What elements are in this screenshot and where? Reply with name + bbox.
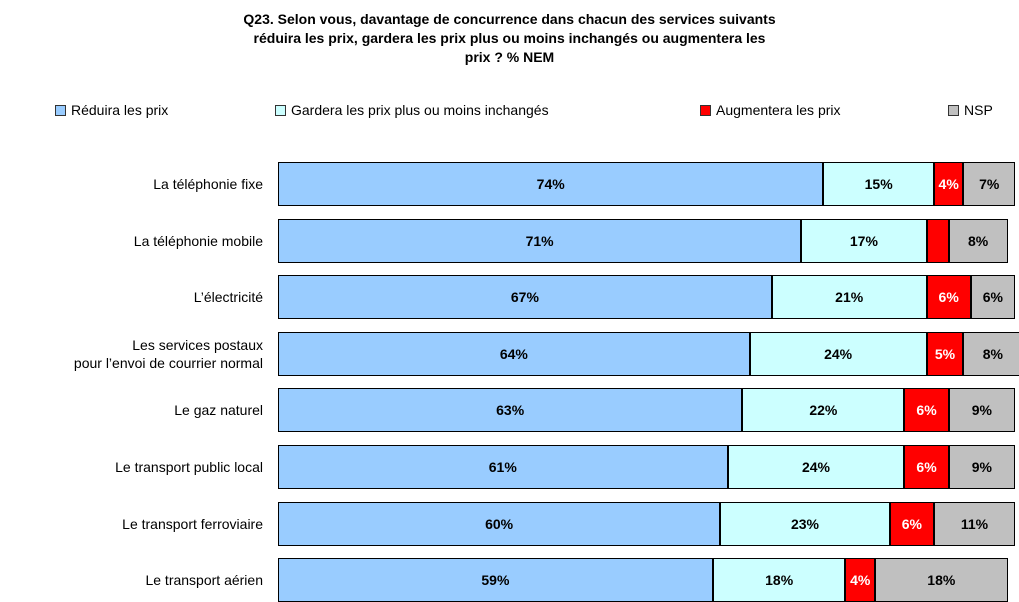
value-label: 5% — [934, 345, 956, 362]
legend-label: Réduira les prix — [71, 102, 169, 118]
bar-segment — [904, 388, 949, 433]
legend-swatch — [700, 104, 711, 116]
bar-segment — [742, 388, 905, 433]
category-label: L’électricité — [193, 289, 263, 306]
bar-segment — [278, 275, 772, 320]
value-label: 24% — [824, 345, 853, 362]
legend-label: Augmentera les prix — [716, 102, 841, 118]
category-label: Le transport ferroviaire — [122, 515, 263, 532]
bar-segment — [278, 331, 750, 376]
value-label: 6% — [938, 289, 959, 306]
value-label: 60% — [485, 515, 514, 532]
legend-item: NSP — [948, 102, 993, 118]
category-label: La téléphonie fixe — [153, 176, 263, 192]
bar-segment — [278, 162, 824, 206]
value-label: 18% — [927, 572, 956, 589]
bar-segment — [278, 388, 743, 433]
value-label: 24% — [801, 459, 831, 475]
legend-swatch — [948, 104, 959, 116]
value-label: 67% — [510, 289, 539, 306]
bar-segment — [823, 162, 934, 206]
category-label: La téléphonie mobile — [133, 232, 263, 249]
value-label: 4% — [938, 176, 959, 192]
legend-label: Gardera les prix plus ou moins inchangés — [291, 102, 549, 118]
value-label: 23% — [790, 515, 819, 532]
bar-segment — [933, 162, 964, 206]
bar-segment — [963, 162, 1015, 206]
bar-segment — [963, 331, 1019, 376]
bar-segment — [278, 558, 713, 602]
value-label: 7% — [979, 176, 1000, 192]
category-label: Le transport public local — [115, 459, 263, 475]
bar-segment — [771, 275, 927, 320]
bar-segment — [970, 275, 1015, 320]
value-label: 64% — [499, 345, 528, 362]
value-label: 6% — [916, 402, 937, 419]
legend-item: Réduira les prix — [55, 102, 168, 118]
value-label: 61% — [488, 459, 517, 475]
bar-segment — [278, 445, 728, 489]
value-label: 8% — [968, 232, 989, 249]
legend-item: Gardera les prix plus ou moins inchangés — [275, 102, 549, 118]
bar-segment — [948, 388, 1015, 433]
value-label: 74% — [536, 176, 565, 192]
bar-segment — [727, 445, 905, 489]
bar-segment — [926, 218, 949, 263]
value-label: 59% — [481, 572, 510, 589]
value-label: 11% — [960, 515, 989, 532]
value-label: 63% — [496, 402, 525, 419]
category-label: Les services postaux pour l’envoi de cou… — [73, 336, 263, 371]
bar-segment — [801, 218, 927, 263]
value-label: 6% — [901, 515, 922, 532]
value-label: 9% — [971, 402, 992, 419]
bar-segment — [926, 331, 964, 376]
bar-segment — [278, 218, 802, 263]
value-label: 8% — [982, 345, 1003, 362]
value-label: 17% — [849, 232, 878, 249]
value-label: 18% — [765, 572, 794, 589]
legend-swatch — [275, 104, 286, 116]
bar-segment — [933, 501, 1015, 546]
value-label: 9% — [971, 459, 992, 475]
value-label: 15% — [864, 176, 893, 192]
bar-segment — [278, 501, 721, 546]
bar-segment — [904, 445, 949, 489]
bar-segment — [712, 558, 846, 602]
value-label: 6% — [982, 289, 1003, 306]
value-label: 71% — [525, 232, 554, 249]
bar-segment — [948, 218, 1008, 263]
bar-segment — [874, 558, 1008, 602]
value-label: 21% — [835, 289, 864, 306]
chart-title: Q23. Selon vous, davantage de concurrenc… — [243, 11, 776, 65]
bar-segment — [948, 445, 1015, 489]
value-label: 6% — [916, 459, 937, 475]
bar-segment — [720, 501, 890, 546]
value-label: 22% — [809, 402, 838, 419]
bar-segment — [926, 275, 971, 320]
value-label: 4% — [850, 572, 871, 589]
legend-swatch — [55, 104, 66, 116]
category-label: Le gaz naturel — [174, 402, 263, 419]
bar-segment — [889, 501, 934, 546]
legend-label: NSP — [964, 102, 993, 118]
category-label: Le transport aérien — [145, 572, 263, 589]
legend-item: Augmentera les prix — [700, 102, 841, 118]
bar-segment — [749, 331, 927, 376]
